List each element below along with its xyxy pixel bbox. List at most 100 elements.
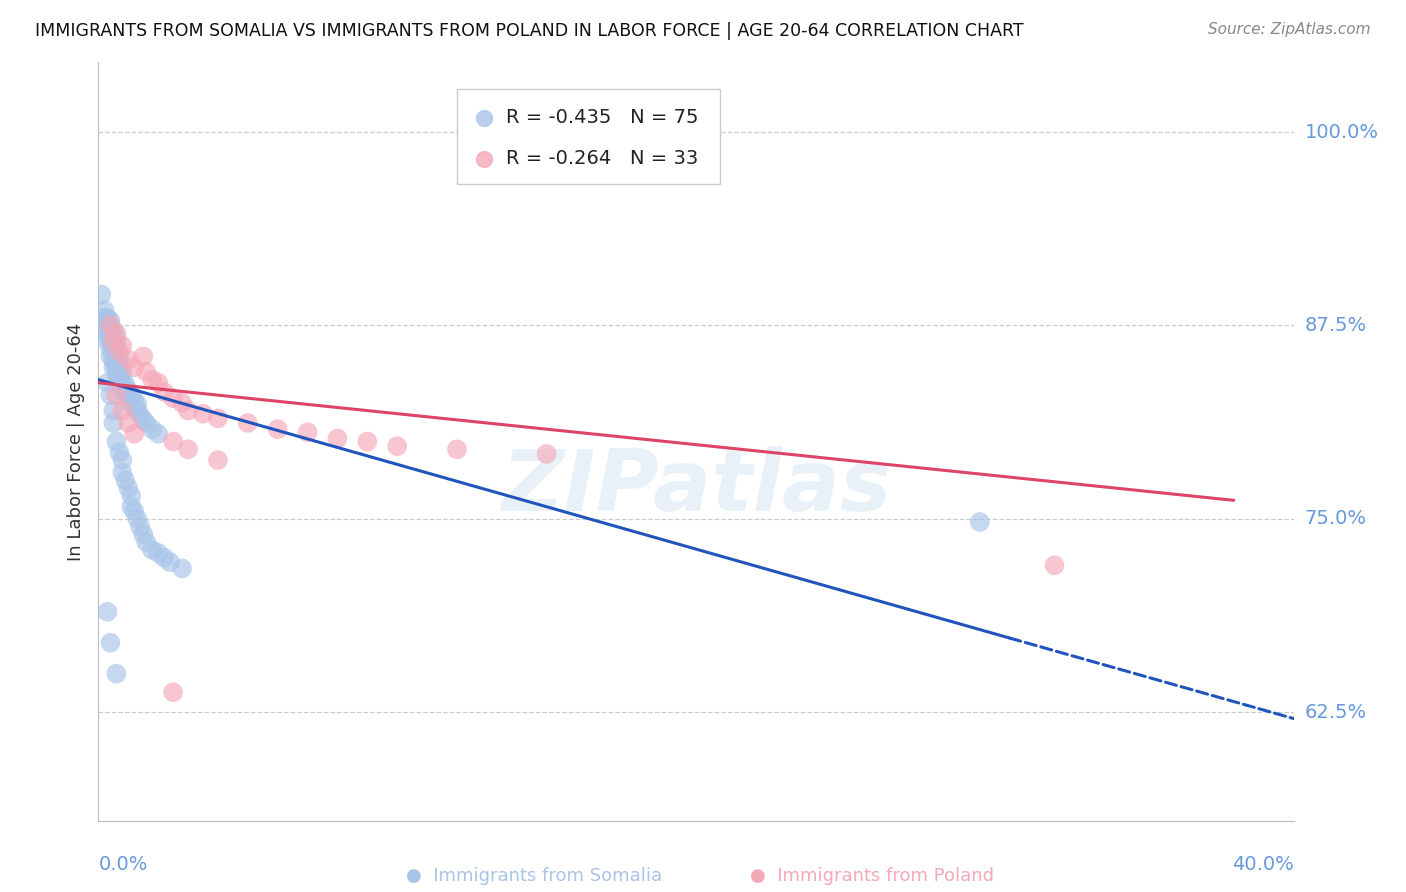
Point (105, 666, 128, 681)
Point (120, 489, 142, 503)
Point (111, 403, 134, 417)
Point (132, 413, 155, 427)
Point (93, 318, 115, 333)
Point (103, 352, 125, 367)
Point (108, 344, 131, 359)
Point (124, 426, 146, 441)
Point (135, 416, 157, 430)
Point (117, 416, 139, 430)
Point (105, 331, 128, 345)
Point (207, 453, 229, 467)
Point (153, 550, 176, 565)
Text: ZIPatlas: ZIPatlas (501, 445, 891, 529)
Text: Source: ZipAtlas.com: Source: ZipAtlas.com (1208, 22, 1371, 37)
Point (148, 426, 170, 441)
Point (105, 326, 128, 341)
Point (117, 481, 139, 495)
Point (96, 605, 118, 619)
Point (177, 403, 200, 417)
Point (103, 334, 125, 348)
Point (117, 352, 139, 367)
Point (103, 344, 125, 359)
Point (105, 368, 128, 382)
Point (105, 344, 128, 359)
Point (162, 685, 184, 699)
Point (297, 425, 319, 440)
Point (879, 845, 901, 859)
Text: 40.0%: 40.0% (1232, 855, 1294, 874)
Point (96, 334, 118, 348)
Point (103, 360, 125, 375)
Point (172, 396, 194, 410)
Point (141, 542, 163, 557)
Point (98, 318, 122, 333)
Point (969, 515, 991, 529)
Point (98, 636, 122, 650)
Point (120, 396, 142, 410)
Point (93, 310, 115, 325)
Point (1052, 321, 1074, 335)
Point (111, 453, 134, 467)
Text: 87.5%: 87.5% (1305, 316, 1367, 335)
Point (162, 434, 184, 449)
Y-axis label: In Labor Force | Age 20-64: In Labor Force | Age 20-64 (66, 322, 84, 561)
Point (148, 546, 170, 560)
Point (108, 350, 131, 364)
Point (103, 323, 125, 337)
Point (172, 561, 194, 575)
Point (326, 432, 349, 446)
Point (207, 411, 229, 425)
Point (98, 318, 122, 333)
Text: R = -0.435   N = 75: R = -0.435 N = 75 (506, 108, 699, 128)
Point (191, 407, 214, 421)
Point (267, 422, 290, 436)
Point (96, 326, 118, 341)
Point (385, 439, 409, 453)
Point (141, 373, 163, 387)
Point (124, 504, 146, 518)
Text: 0.0%: 0.0% (98, 855, 148, 874)
Text: ●  Immigrants from Poland: ● Immigrants from Poland (749, 867, 994, 885)
Point (111, 338, 134, 352)
Point (236, 416, 259, 430)
Point (98, 314, 122, 328)
Point (124, 392, 146, 407)
Point (148, 376, 170, 390)
Point (127, 403, 149, 417)
Point (98, 350, 122, 364)
Point (135, 365, 157, 379)
Point (135, 535, 157, 549)
Point (111, 373, 134, 387)
Point (103, 416, 125, 430)
Point (105, 434, 128, 449)
Point (90, 287, 112, 301)
Point (117, 391, 139, 405)
Point (111, 380, 134, 394)
Point (105, 360, 128, 375)
Point (120, 388, 142, 402)
Point (124, 401, 146, 415)
Point (1043, 558, 1066, 573)
Point (108, 357, 131, 371)
Point (141, 422, 163, 436)
Point (98, 388, 122, 402)
Point (108, 373, 131, 387)
Point (103, 403, 125, 417)
Point (117, 384, 139, 398)
Text: 62.5%: 62.5% (1305, 703, 1367, 722)
Point (98, 342, 122, 356)
Point (98, 334, 122, 348)
Point (93, 303, 115, 318)
Point (105, 352, 128, 367)
FancyBboxPatch shape (457, 89, 720, 184)
Point (96, 310, 118, 325)
Point (111, 466, 134, 480)
Point (446, 442, 468, 457)
Point (108, 365, 131, 379)
Point (96, 376, 118, 390)
Text: IMMIGRANTS FROM SOMALIA VS IMMIGRANTS FROM POLAND IN LABOR FORCE | AGE 20-64 COR: IMMIGRANTS FROM SOMALIA VS IMMIGRANTS FR… (35, 22, 1024, 40)
Point (124, 360, 146, 375)
Point (114, 473, 136, 487)
Point (159, 555, 181, 569)
Text: R = -0.264   N = 33: R = -0.264 N = 33 (506, 149, 699, 169)
